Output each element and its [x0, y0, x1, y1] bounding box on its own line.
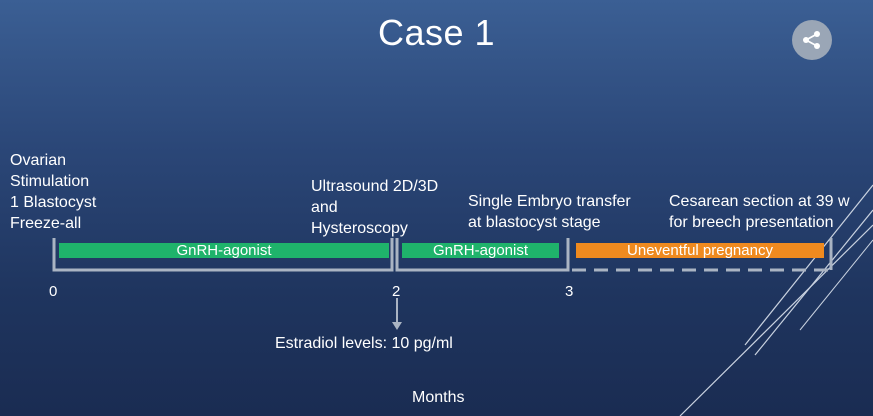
estradiol-note: Estradiol levels: 10 pg/ml: [275, 335, 453, 352]
slide-title: Case 1: [377, 12, 496, 53]
event-end-label: Cesarean section at 39 w for breech pres…: [669, 193, 850, 231]
tick-label-0: 0: [49, 283, 58, 300]
decor-line-4: [799, 239, 873, 331]
segment-bracket-2: [395, 238, 570, 272]
estradiol-arrow-head: [392, 322, 402, 330]
axis-label-months: Months: [412, 389, 465, 406]
decor-line-2: [754, 209, 873, 356]
event-month3-label: Single Embryo transfer at blastocyst sta…: [468, 193, 631, 231]
event-month2-label: Ultrasound 2D/3D and Hysteroscopy: [311, 178, 439, 237]
decor-line-3: [679, 224, 873, 416]
bar-uneventful-pregnancy: Uneventful pregnancy: [576, 243, 824, 258]
segment-bracket-1: [52, 238, 394, 272]
share-icon: [803, 31, 820, 49]
event-start-label: Ovarian Stimulation 1 Blastocyst Freeze-…: [10, 152, 97, 232]
tick-label-3: 3: [565, 283, 574, 300]
tick-label-2: 2: [392, 283, 401, 300]
bar-gnrh-agonist-2: GnRH-agonist: [402, 243, 559, 258]
decor-line-1: [744, 184, 873, 346]
bar-gnrh-agonist-1: GnRH-agonist: [59, 243, 389, 258]
share-button[interactable]: [792, 20, 832, 60]
